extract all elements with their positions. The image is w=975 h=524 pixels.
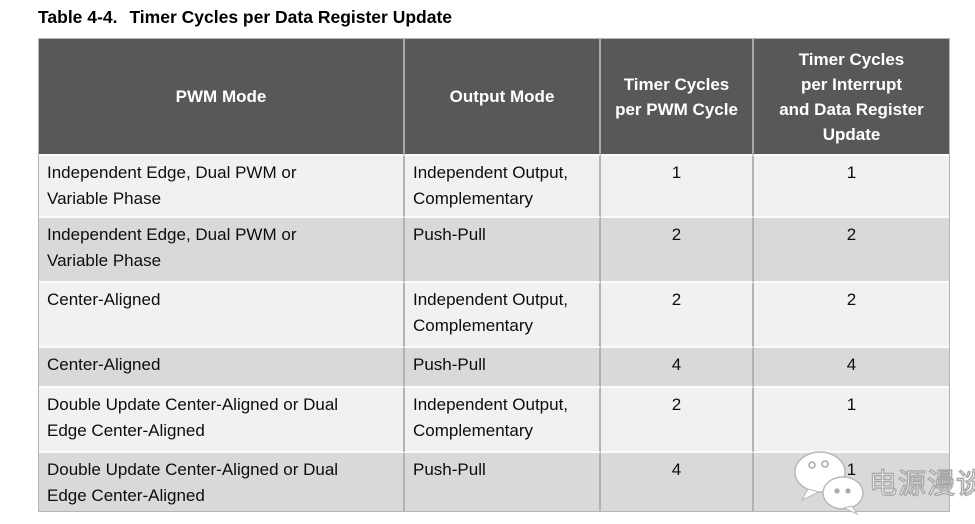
table-title: Table 4-4. Timer Cycles per Data Register… [38, 7, 452, 28]
cell-cycles-per-interrupt: 1 [754, 388, 949, 453]
timer-cycles-table: PWM Mode Output Mode Timer Cycles per PW… [39, 39, 949, 511]
cell-output-mode: Independent Output, Complementary [405, 156, 601, 218]
header-cycles-per-interrupt: Timer Cycles per Interrupt and Data Regi… [754, 39, 949, 156]
table-row: Double Update Center-Aligned or Dual Edg… [39, 453, 949, 511]
cell-output-mode: Independent Output, Complementary [405, 283, 601, 348]
timer-cycles-table-container: PWM Mode Output Mode Timer Cycles per PW… [38, 38, 950, 512]
table-row: Center-Aligned Push-Pull 4 4 [39, 348, 949, 388]
cell-cycles-per-pwm: 1 [601, 156, 754, 218]
cell-cycles-per-interrupt: 1 [754, 453, 949, 511]
cell-cycles-per-pwm: 2 [601, 218, 754, 283]
header-cycles-per-pwm: Timer Cycles per PWM Cycle [601, 39, 754, 156]
cell-output-mode: Push-Pull [405, 218, 601, 283]
cell-output-mode: Push-Pull [405, 453, 601, 511]
header-row: PWM Mode Output Mode Timer Cycles per PW… [39, 39, 949, 156]
cell-output-mode: Independent Output, Complementary [405, 388, 601, 453]
cell-pwm-mode: Center-Aligned [39, 283, 405, 348]
cell-cycles-per-interrupt: 2 [754, 283, 949, 348]
cell-pwm-mode: Double Update Center-Aligned or Dual Edg… [39, 453, 405, 511]
header-pwm-mode: PWM Mode [39, 39, 405, 156]
cell-cycles-per-interrupt: 2 [754, 218, 949, 283]
cell-cycles-per-pwm: 4 [601, 453, 754, 511]
cell-cycles-per-pwm: 2 [601, 283, 754, 348]
cell-cycles-per-interrupt: 1 [754, 156, 949, 218]
cell-pwm-mode: Independent Edge, Dual PWM or Variable P… [39, 218, 405, 283]
cell-pwm-mode: Independent Edge, Dual PWM or Variable P… [39, 156, 405, 218]
cell-pwm-mode: Double Update Center-Aligned or Dual Edg… [39, 388, 405, 453]
cell-output-mode: Push-Pull [405, 348, 601, 388]
cell-pwm-mode: Center-Aligned [39, 348, 405, 388]
table-title-text: Timer Cycles per Data Register Update [129, 7, 453, 27]
cell-cycles-per-pwm: 2 [601, 388, 754, 453]
table-row: Independent Edge, Dual PWM or Variable P… [39, 156, 949, 218]
header-output-mode: Output Mode [405, 39, 601, 156]
table-row: Independent Edge, Dual PWM or Variable P… [39, 218, 949, 283]
table-number-label: Table 4-4. [38, 7, 118, 27]
cell-cycles-per-interrupt: 4 [754, 348, 949, 388]
cell-cycles-per-pwm: 4 [601, 348, 754, 388]
table-row: Center-Aligned Independent Output, Compl… [39, 283, 949, 348]
table-row: Double Update Center-Aligned or Dual Edg… [39, 388, 949, 453]
